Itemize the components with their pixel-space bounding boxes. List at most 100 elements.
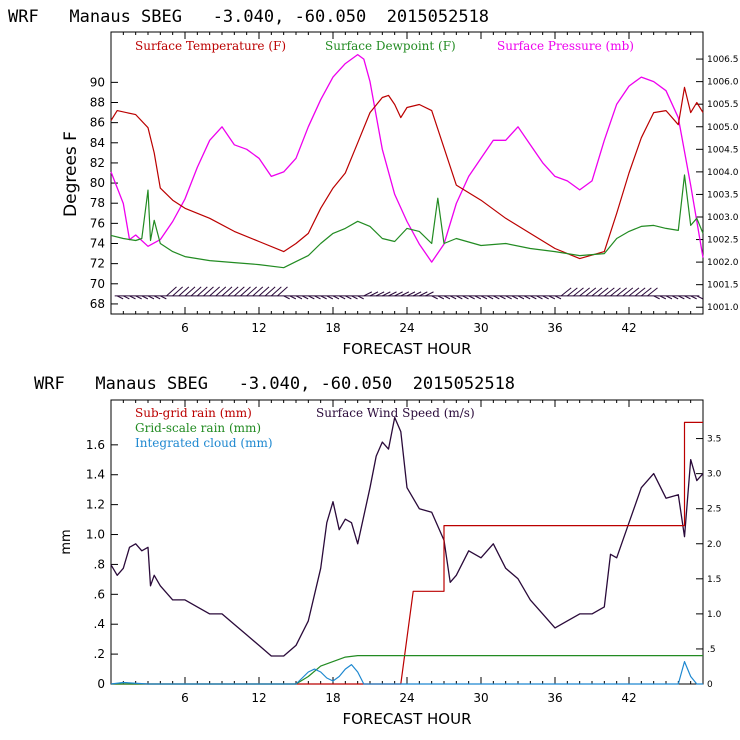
wind-barb bbox=[585, 287, 597, 297]
wind-barb bbox=[437, 295, 445, 300]
wind-barb bbox=[560, 287, 572, 297]
wind-barb bbox=[659, 295, 667, 300]
series-line-surface-pressure-mb- bbox=[110, 53, 704, 263]
x-tick-label: 12 bbox=[251, 691, 266, 705]
wind-barb bbox=[573, 287, 584, 297]
wind-barb bbox=[468, 295, 475, 300]
wind-barb bbox=[363, 291, 373, 297]
y-tick-label: 1.6 bbox=[86, 438, 105, 452]
y-tick-label: 82 bbox=[90, 156, 105, 170]
y2-tick-label: .5 bbox=[707, 645, 716, 655]
y2-tick-label: 1001.0 bbox=[707, 303, 739, 313]
wind-barb bbox=[215, 286, 227, 297]
wind-barb bbox=[184, 286, 196, 297]
wind-barb bbox=[326, 295, 334, 300]
wind-barb bbox=[511, 295, 519, 300]
y2-tick-label: 1006.0 bbox=[707, 78, 739, 88]
wind-barb bbox=[665, 295, 673, 300]
upper-x-axis-label: FORECAST HOUR bbox=[342, 340, 471, 358]
wind-barb bbox=[301, 295, 309, 300]
wind-barb bbox=[591, 287, 603, 297]
wind-barb bbox=[153, 295, 161, 300]
x-tick-label: 12 bbox=[251, 321, 266, 335]
upper-header: WRF Manaus SBEG -3.040, -60.050 20150525… bbox=[8, 7, 489, 27]
wind-barb bbox=[604, 287, 615, 297]
y-tick-label: .8 bbox=[94, 557, 105, 571]
wind-barbs bbox=[114, 286, 704, 300]
y-tick-label: 90 bbox=[90, 75, 105, 89]
lower-header: WRF Manaus SBEG -3.040, -60.050 20150525… bbox=[34, 374, 515, 394]
wind-barb bbox=[332, 295, 340, 300]
upper-plot-frame bbox=[110, 31, 704, 315]
wind-barb bbox=[480, 295, 488, 300]
wind-barb bbox=[320, 295, 327, 300]
series-line-sub-grid-rain-mm- bbox=[111, 421, 703, 685]
y2-tick-label: 1003.0 bbox=[707, 213, 739, 223]
wind-barb bbox=[678, 295, 685, 300]
upper-panel: WRF Manaus SBEG -3.040, -60.050 20150525… bbox=[8, 7, 739, 358]
x-tick-label: 42 bbox=[621, 321, 636, 335]
wind-barb bbox=[412, 291, 422, 297]
wind-barb bbox=[172, 286, 184, 297]
wind-barb bbox=[653, 295, 660, 300]
wind-barb bbox=[141, 295, 149, 300]
y-tick-label: 68 bbox=[90, 297, 105, 311]
wind-barb bbox=[554, 295, 562, 300]
wind-barb bbox=[542, 295, 549, 300]
y2-tick-label: 3.5 bbox=[707, 435, 721, 445]
series-line-surface-temperature-f- bbox=[110, 86, 704, 260]
wind-barb bbox=[283, 295, 290, 300]
y2-tick-label: 2.0 bbox=[707, 540, 722, 550]
wind-barb bbox=[196, 286, 208, 297]
legend-subgrid-rain: Sub-grid rain (mm) bbox=[135, 406, 252, 420]
x-tick-label: 42 bbox=[621, 691, 636, 705]
wind-barb bbox=[252, 286, 264, 297]
wind-barb bbox=[116, 295, 124, 300]
y-tick-label: .6 bbox=[94, 587, 105, 601]
y-tick-label: .2 bbox=[94, 647, 105, 661]
y-tick-label: 78 bbox=[90, 196, 105, 210]
series-line-integrated-cloud-mm- bbox=[110, 660, 703, 685]
legend-surface-dewpoint: Surface Dewpoint (F) bbox=[325, 39, 456, 53]
lower-x-axis-label: FORECAST HOUR bbox=[342, 710, 471, 728]
y2-tick-label: 3.0 bbox=[707, 470, 722, 480]
y2-tick-label: 1001.5 bbox=[707, 281, 739, 291]
wind-barb bbox=[622, 287, 634, 297]
y-tick-label: 0 bbox=[97, 677, 105, 691]
y2-tick-label: 1006.5 bbox=[707, 55, 739, 65]
y-tick-label: 88 bbox=[90, 96, 105, 110]
wind-barb bbox=[314, 295, 321, 300]
y2-tick-label: 1004.0 bbox=[707, 168, 739, 178]
y-tick-label: .4 bbox=[94, 617, 105, 631]
wind-barb bbox=[221, 286, 233, 297]
upper-x-ticks: 6 12 18 24 30 36 42 bbox=[122, 32, 692, 335]
upper-series bbox=[110, 53, 704, 269]
y2-tick-label: 1004.5 bbox=[707, 145, 739, 155]
wind-barb bbox=[308, 295, 315, 300]
y2-tick-label: 1005.0 bbox=[707, 123, 739, 133]
wind-barb bbox=[147, 295, 155, 300]
lower-series bbox=[110, 416, 704, 685]
x-tick-label: 24 bbox=[399, 321, 414, 335]
y-tick-label: 86 bbox=[90, 116, 105, 130]
y-tick-label: 74 bbox=[90, 237, 105, 251]
lower-y-ticks: 0 .2 .4 .6 .8 1.0 1.2 1.4 1.6 bbox=[86, 438, 118, 691]
wind-barb bbox=[616, 287, 627, 297]
wind-barb bbox=[579, 287, 590, 297]
y2-tick-label: 1.5 bbox=[707, 575, 721, 585]
wind-barb bbox=[419, 291, 428, 297]
wind-barb bbox=[277, 286, 288, 297]
y-tick-label: 1.0 bbox=[86, 528, 105, 542]
y-tick-label: 1.4 bbox=[86, 468, 105, 482]
wind-barb bbox=[129, 295, 136, 300]
legend-surface-pressure: Surface Pressure (mb) bbox=[497, 39, 634, 53]
wind-barb bbox=[338, 295, 346, 300]
wind-barb bbox=[406, 291, 416, 297]
wind-barb bbox=[240, 286, 251, 297]
lower-panel: WRF Manaus SBEG -3.040, -60.050 20150525… bbox=[34, 374, 722, 728]
wind-barb bbox=[597, 287, 609, 297]
wind-barb bbox=[203, 286, 214, 297]
wind-barb bbox=[684, 295, 691, 300]
y2-tick-label: 1002.0 bbox=[707, 258, 739, 268]
wind-barb bbox=[382, 291, 391, 297]
